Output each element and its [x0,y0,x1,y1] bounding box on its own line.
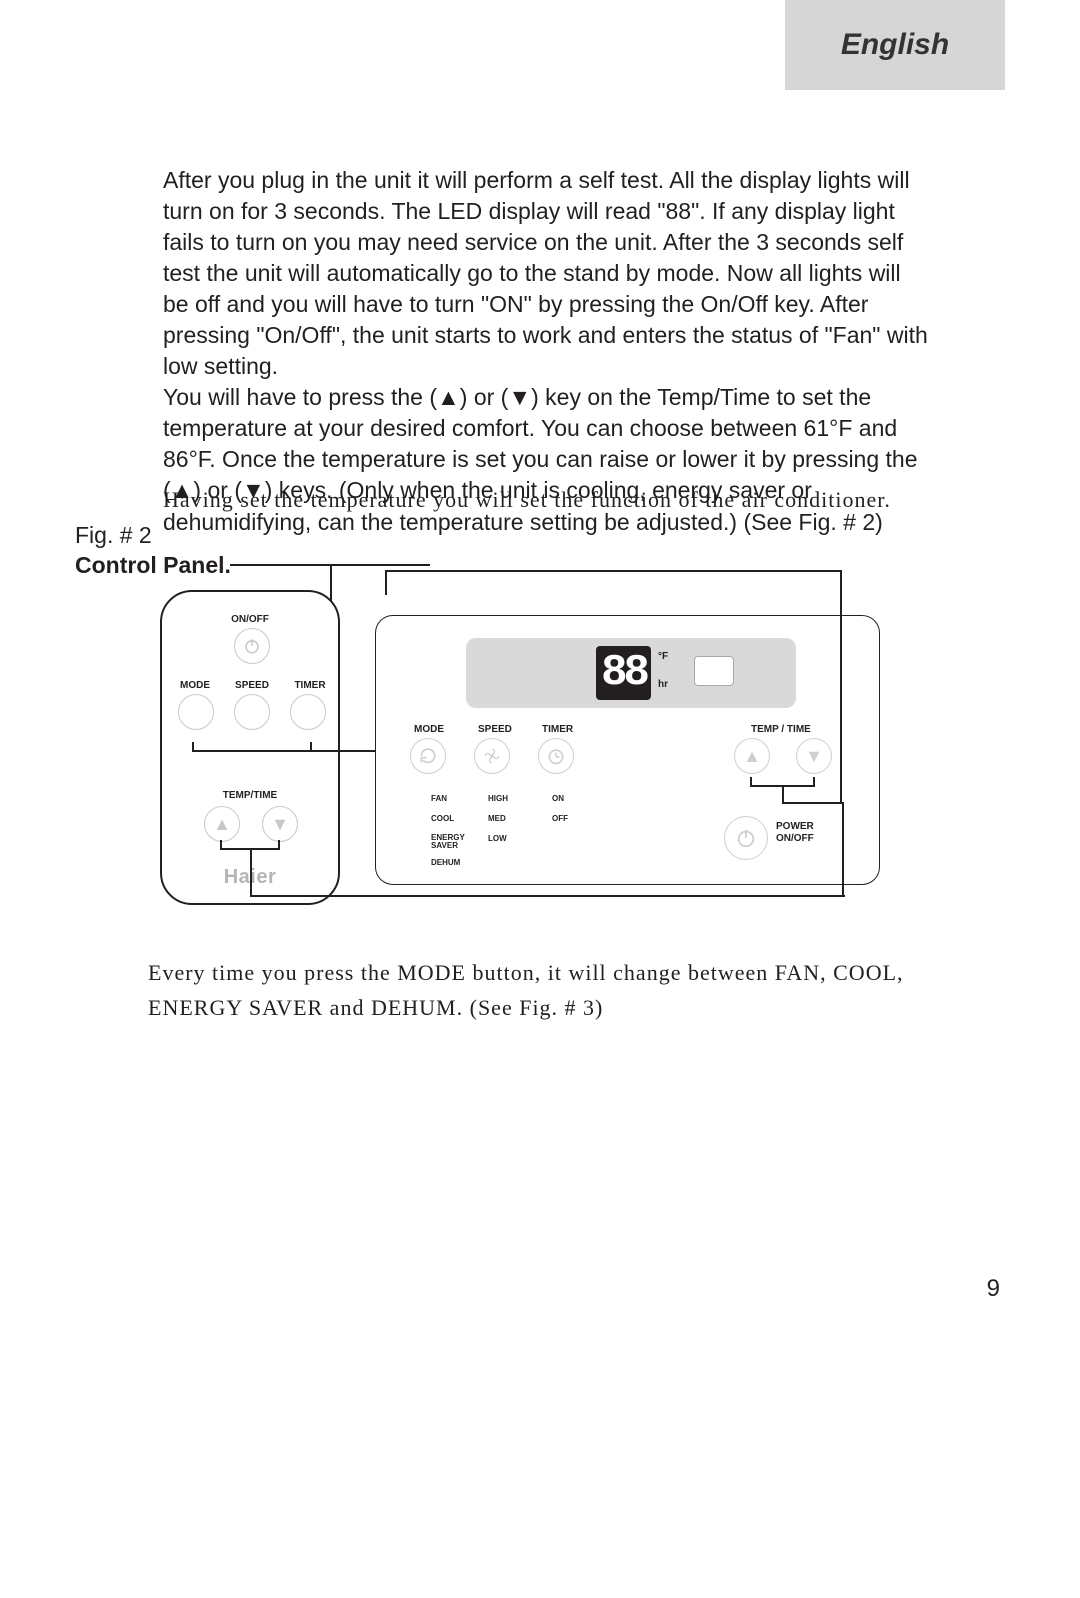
callout-line [782,802,842,804]
triangle-down-icon: ▼ [805,747,823,765]
panel-energy-saver-label: ENERGYSAVER [431,834,465,850]
clock-icon [546,746,566,766]
power-icon [243,637,261,655]
unit-f-label: °F [658,650,668,663]
callout-bracket [750,777,815,787]
body-paragraphs: After you plug in the unit it will perfo… [163,165,928,538]
remote-timer-button [290,694,326,730]
remote-timer-label: TIMER [290,680,330,691]
panel-power-label: POWERON/OFF [776,821,814,845]
panel-off-label: OFF [552,814,568,823]
panel-temptime-label: TEMP / TIME [751,724,811,735]
callout-line [782,787,784,802]
control-panel: 88 °F hr MODE SPEED TIMER TEMP / TIME ▲ … [375,615,880,885]
remote-mode-label: MODE [175,680,215,691]
panel-mode-button [410,738,446,774]
panel-display: 88 °F hr [466,638,796,708]
triangle-down-icon: ▼ [271,815,289,833]
panel-dehum-label: DEHUM [431,858,460,867]
panel-cool-label: COOL [431,814,454,823]
led-display: 88 [596,646,651,700]
bottom-paragraph: Every time you press the MODE button, it… [148,955,948,1025]
language-label: English [841,28,949,62]
figure-label: Fig. # 2 [75,522,152,549]
control-panel-diagram: ON/OFF MODE SPEED TIMER TEMP/TIME ▲ ▼ Ha… [75,550,1005,950]
panel-high-label: HIGH [488,794,508,803]
paragraph-1: After you plug in the unit it will perfo… [163,167,928,379]
callout-line [250,895,845,897]
fan-icon [482,746,502,766]
panel-med-label: MED [488,814,506,823]
page-number: 9 [987,1275,1000,1303]
unit-hr-label: hr [658,678,668,691]
callout-line [842,802,844,897]
mode-icon [418,746,438,766]
remote-temp-up-button: ▲ [204,806,240,842]
remote-speed-button [234,694,270,730]
callout-line [385,570,387,595]
triangle-up-icon: ▲ [213,815,231,833]
triangle-up-icon: ▲ [743,747,761,765]
remote-speed-label: SPEED [232,680,272,691]
callout-line [250,850,252,895]
callout-line [385,570,840,572]
remote-onoff-label: ON/OFF [162,614,338,625]
panel-on-label: ON [552,794,564,803]
panel-temp-up-button: ▲ [734,738,770,774]
power-icon [735,827,757,849]
language-tab: English [785,0,1005,90]
panel-mode-label: MODE [414,724,444,735]
panel-temp-down-button: ▼ [796,738,832,774]
panel-timer-button [538,738,574,774]
panel-fan-label: FAN [431,794,447,803]
remote-mode-button [178,694,214,730]
panel-power-button [724,816,768,860]
callout-line [840,570,842,804]
remote-power-button [234,628,270,664]
panel-timer-label: TIMER [542,724,573,735]
panel-low-label: LOW [488,834,507,843]
remote-temp-down-button: ▼ [262,806,298,842]
paragraph-3: Having set the temperature you will set … [163,485,948,515]
remote-temptime-label: TEMP/TIME [162,790,338,801]
panel-speed-label: SPEED [478,724,512,735]
callout-bracket [220,840,280,850]
indicator-box [694,656,734,686]
panel-speed-button [474,738,510,774]
